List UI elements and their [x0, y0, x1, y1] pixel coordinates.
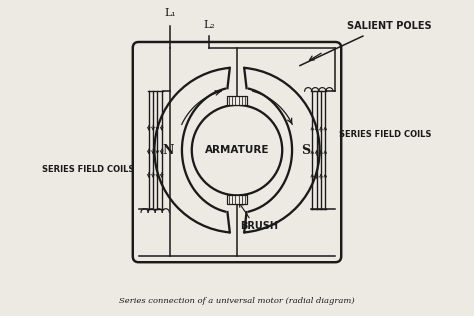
- Text: SERIES FIELD COILS: SERIES FIELD COILS: [339, 130, 432, 139]
- Text: ARMATURE: ARMATURE: [205, 145, 269, 155]
- Text: Series connection of a universal motor (radial diagram): Series connection of a universal motor (…: [119, 297, 355, 306]
- Text: SERIES FIELD COILS: SERIES FIELD COILS: [42, 165, 135, 174]
- Text: N: N: [163, 144, 174, 157]
- Text: S: S: [301, 144, 310, 157]
- FancyBboxPatch shape: [227, 195, 247, 204]
- FancyBboxPatch shape: [227, 96, 247, 105]
- Text: L₂: L₂: [204, 20, 215, 30]
- Text: L₁: L₁: [164, 9, 176, 18]
- Text: BRUSH: BRUSH: [240, 221, 278, 231]
- Text: SALIENT POLES: SALIENT POLES: [347, 21, 432, 31]
- Circle shape: [192, 105, 282, 195]
